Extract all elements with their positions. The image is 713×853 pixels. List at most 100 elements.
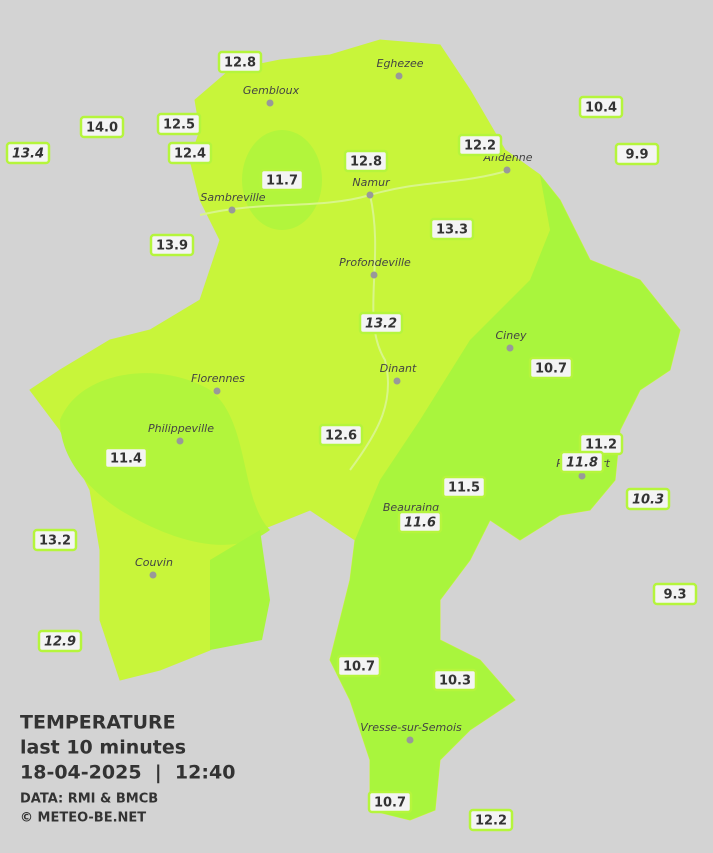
station: 13.2	[32, 528, 78, 552]
city-dot	[578, 472, 586, 480]
city-dot	[213, 387, 221, 395]
station: 12.4	[167, 141, 213, 165]
station: 11.2	[578, 432, 624, 456]
station-value: 12.8	[350, 155, 382, 170]
zone-west	[60, 373, 270, 545]
station-box	[343, 149, 389, 173]
city-label: Ciney	[496, 329, 527, 342]
station-box	[358, 311, 404, 335]
station-value: 10.3	[439, 674, 471, 689]
legend-copyright: © METEO-BE.NET	[20, 811, 146, 826]
station-box	[429, 217, 475, 241]
station-value: 12.9	[44, 635, 76, 650]
station-box	[149, 233, 195, 257]
legend-subtitle: last 10 minutes	[20, 737, 186, 759]
city-dot	[266, 99, 274, 107]
station-value: 13.2	[365, 317, 397, 332]
city-label: Eghezee	[377, 57, 424, 70]
station-value: 12.8	[224, 56, 256, 71]
station-value: 11.7	[266, 174, 298, 189]
station-box	[5, 141, 51, 165]
city-label: Sambreville	[200, 191, 265, 204]
legend-datetime: 18-04-2025 | 12:40	[20, 762, 235, 784]
station: 13.9	[149, 233, 195, 257]
station-value: 12.5	[163, 118, 195, 133]
station-box	[625, 487, 671, 511]
station-value: 13.4	[12, 147, 44, 162]
city-dot	[503, 166, 511, 174]
station-value: 11.2	[585, 438, 617, 453]
station-box	[318, 423, 364, 447]
station-value: 12.4	[174, 147, 206, 162]
station: 10.7	[367, 790, 413, 814]
city-dot	[406, 736, 414, 744]
city-dot	[393, 377, 401, 385]
station: 13.4	[5, 141, 51, 165]
station: 10.3	[432, 668, 478, 692]
legend: TEMPERATURE last 10 minutes 18-04-2025 |…	[20, 712, 235, 826]
station: 12.8	[343, 149, 389, 173]
station-box	[468, 808, 514, 832]
station-box	[441, 475, 487, 499]
station-value: 9.9	[625, 148, 648, 163]
station: 10.3	[625, 487, 671, 511]
station: 11.6	[397, 510, 443, 534]
station-box	[336, 654, 382, 678]
station: 10.7	[528, 356, 574, 380]
station-value: 10.3	[632, 493, 664, 508]
station-box	[156, 112, 202, 136]
station: 11.8	[559, 450, 605, 474]
station: 13.3	[429, 217, 475, 241]
station-box	[259, 168, 305, 192]
station-box	[167, 141, 213, 165]
station-value: 9.3	[663, 588, 686, 603]
city-label: Vresse-sur-Semois	[360, 721, 462, 734]
station: 9.3	[652, 582, 698, 606]
station: 12.9	[37, 629, 83, 653]
station-value: 14.0	[86, 121, 118, 136]
station-box	[528, 356, 574, 380]
station: 10.7	[336, 654, 382, 678]
city-label: Couvin	[135, 556, 173, 569]
station-box	[578, 95, 624, 119]
station-value: 12.2	[464, 139, 496, 154]
city-dot	[370, 271, 378, 279]
station-box	[397, 510, 443, 534]
station: 14.0	[79, 115, 125, 139]
station-value: 13.2	[39, 534, 71, 549]
station-value: 11.4	[110, 452, 142, 467]
station-value: 10.7	[343, 660, 375, 675]
city-label: Philippeville	[148, 422, 214, 435]
station-box	[37, 629, 83, 653]
station: 12.6	[318, 423, 364, 447]
station: 12.2	[457, 133, 503, 157]
station: 12.2	[468, 808, 514, 832]
city-dot	[176, 437, 184, 445]
station-box	[79, 115, 125, 139]
station-box	[367, 790, 413, 814]
zone-southwest	[210, 530, 270, 650]
station: 9.9	[614, 142, 660, 166]
station-value: 11.5	[448, 481, 480, 496]
station-value: 10.4	[585, 101, 617, 116]
station-box	[432, 668, 478, 692]
station-value: 12.2	[475, 814, 507, 829]
zone-east	[330, 175, 680, 820]
city-dot	[149, 571, 157, 579]
station-box	[652, 582, 698, 606]
city-label: Florennes	[191, 372, 245, 385]
city-label: Namur	[352, 176, 391, 189]
station-box	[103, 446, 149, 470]
station-value: 11.8	[566, 456, 598, 471]
station: 13.2	[358, 311, 404, 335]
station: 11.4	[103, 446, 149, 470]
station-value: 13.3	[436, 223, 468, 238]
station-box	[614, 142, 660, 166]
city-label: Gembloux	[243, 84, 300, 97]
station-value: 10.7	[535, 362, 567, 377]
station-box	[559, 450, 605, 474]
legend-source: DATA: RMI & BMCB	[20, 792, 158, 807]
station: 11.5	[441, 475, 487, 499]
city-dot	[506, 344, 514, 352]
city-dot	[395, 72, 403, 80]
